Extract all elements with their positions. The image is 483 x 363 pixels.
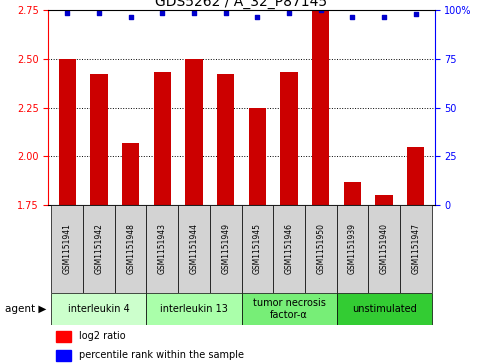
Text: GSM1151945: GSM1151945 xyxy=(253,224,262,274)
Text: GSM1151948: GSM1151948 xyxy=(126,224,135,274)
Text: percentile rank within the sample: percentile rank within the sample xyxy=(79,350,244,360)
Bar xyxy=(375,195,393,205)
Bar xyxy=(273,205,305,293)
Title: GDS5262 / A_32_P87145: GDS5262 / A_32_P87145 xyxy=(156,0,327,9)
Point xyxy=(190,10,198,16)
Text: GSM1151949: GSM1151949 xyxy=(221,224,230,274)
Bar xyxy=(368,205,400,293)
Bar xyxy=(305,205,337,293)
Point xyxy=(380,14,388,20)
Bar xyxy=(280,72,298,205)
Point xyxy=(412,11,420,17)
Point xyxy=(317,7,325,13)
Bar xyxy=(146,293,242,325)
Bar xyxy=(400,205,431,293)
Text: GSM1151939: GSM1151939 xyxy=(348,224,357,274)
Point xyxy=(254,14,261,20)
Text: interleukin 4: interleukin 4 xyxy=(68,304,130,314)
Bar xyxy=(56,331,71,342)
Point xyxy=(95,10,103,16)
Bar xyxy=(312,10,329,205)
Bar xyxy=(52,293,146,325)
Bar xyxy=(337,293,431,325)
Text: GSM1151950: GSM1151950 xyxy=(316,224,325,274)
Bar xyxy=(122,143,140,205)
Bar xyxy=(242,205,273,293)
Text: GSM1151940: GSM1151940 xyxy=(380,224,388,274)
Text: unstimulated: unstimulated xyxy=(352,304,416,314)
Text: GSM1151943: GSM1151943 xyxy=(158,224,167,274)
Bar xyxy=(242,293,337,325)
Bar xyxy=(115,205,146,293)
Bar xyxy=(90,74,108,205)
Text: GSM1151944: GSM1151944 xyxy=(189,224,199,274)
Point xyxy=(127,14,134,20)
Bar xyxy=(58,59,76,205)
Bar xyxy=(83,205,115,293)
Bar xyxy=(407,147,425,205)
Point xyxy=(222,10,229,16)
Text: GSM1151946: GSM1151946 xyxy=(284,224,294,274)
Text: GSM1151947: GSM1151947 xyxy=(411,224,420,274)
Text: interleukin 13: interleukin 13 xyxy=(160,304,228,314)
Bar xyxy=(154,72,171,205)
Text: GSM1151942: GSM1151942 xyxy=(95,224,103,274)
Bar xyxy=(56,350,71,361)
Bar xyxy=(146,205,178,293)
Bar xyxy=(210,205,242,293)
Bar xyxy=(52,205,83,293)
Bar xyxy=(337,205,368,293)
Text: tumor necrosis
factor-α: tumor necrosis factor-α xyxy=(253,298,326,320)
Text: agent ▶: agent ▶ xyxy=(5,304,46,314)
Point xyxy=(349,14,356,20)
Point xyxy=(158,10,166,16)
Bar xyxy=(217,74,234,205)
Text: GSM1151941: GSM1151941 xyxy=(63,224,72,274)
Bar xyxy=(178,205,210,293)
Bar xyxy=(343,182,361,205)
Bar xyxy=(185,59,203,205)
Point xyxy=(63,10,71,16)
Text: log2 ratio: log2 ratio xyxy=(79,331,126,341)
Bar xyxy=(249,107,266,205)
Point xyxy=(285,10,293,16)
